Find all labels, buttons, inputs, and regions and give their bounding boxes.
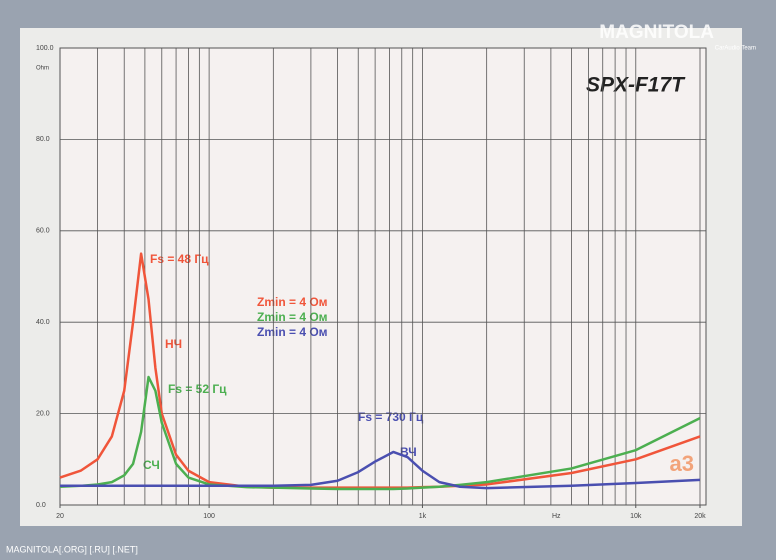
series-line <box>60 450 701 490</box>
y-tick-label: 40.0 <box>36 319 50 326</box>
y-tick-label: 60.0 <box>36 228 50 235</box>
y-tick-label: 20.0 <box>36 410 50 417</box>
logo-subtitle: CarAudio Team <box>715 46 756 52</box>
footer: MAGNITOLA[.ORG] [.RU] [.NET] <box>6 544 138 554</box>
annotation: Fs = 48 Гц <box>150 252 209 266</box>
x-axis-label: Hz <box>552 513 561 520</box>
x-tick-label: 1k <box>419 513 427 520</box>
logo: MAGNITOLA <box>599 22 714 43</box>
x-tick-label: 20k <box>694 513 706 520</box>
y-tick-label: 80.0 <box>36 136 50 143</box>
annotation: Fs = 52 Гц <box>168 382 227 396</box>
x-tick-label: 10k <box>630 513 642 520</box>
y-tick-label: 100.0 <box>36 45 54 52</box>
y-tick-label: 0.0 <box>36 502 46 509</box>
grid <box>59 47 706 508</box>
annotation: Zmin = 4 Ом <box>257 325 328 339</box>
x-tick-label: 20 <box>56 513 64 520</box>
series-label: НЧ <box>165 337 182 351</box>
series-line <box>59 375 701 491</box>
annotation: Zmin = 4 Ом <box>257 295 328 309</box>
annotation: Fs = 730 Гц <box>358 410 424 424</box>
annotation: Zmin = 4 Ом <box>257 310 328 324</box>
lines <box>59 252 701 491</box>
brand-logo: a3 <box>670 451 694 476</box>
y-axis-label: Ohm <box>36 66 49 72</box>
x-tick-label: 100 <box>203 513 215 520</box>
plot-area <box>59 47 707 506</box>
series-label: СЧ <box>143 458 160 472</box>
